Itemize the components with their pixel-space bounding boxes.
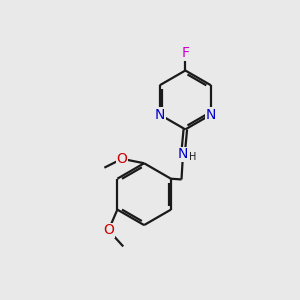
Text: F: F (181, 46, 189, 60)
Text: O: O (103, 223, 114, 237)
Text: N: N (178, 147, 188, 161)
Text: N: N (206, 108, 216, 122)
Text: N: N (154, 108, 165, 122)
Text: H: H (190, 152, 197, 162)
Text: O: O (117, 152, 128, 166)
